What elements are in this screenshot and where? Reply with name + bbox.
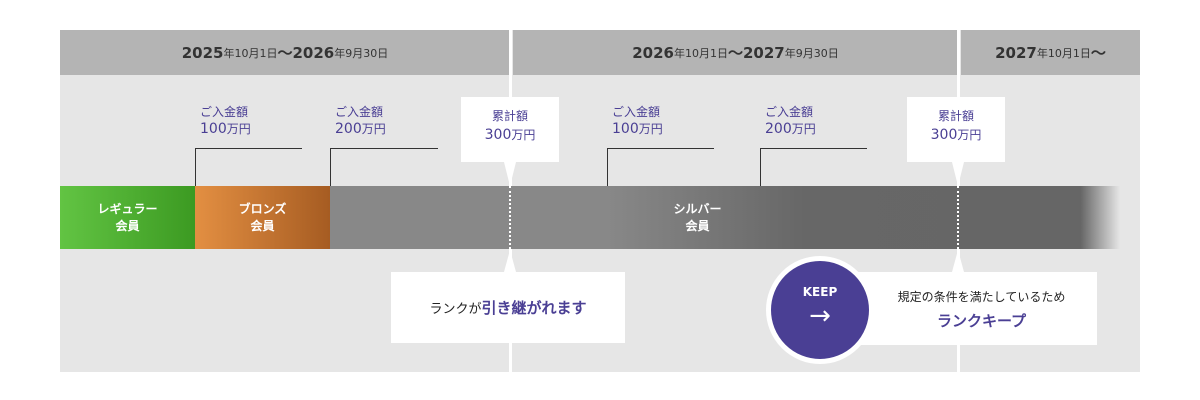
note-pointer: [504, 250, 516, 272]
deposit-amount: 200: [335, 121, 362, 137]
period-header-2: 2026 年10月1日〜 2027 年9月30日: [513, 30, 958, 75]
deposit-title: ご入金額: [765, 105, 814, 119]
date: 年10月1日: [223, 46, 278, 60]
note-text: ランクが: [429, 302, 482, 317]
date: 年9月30日: [784, 46, 839, 60]
deposit-bracket: [330, 148, 438, 186]
cumulative-amount: 300: [484, 127, 512, 143]
period-header-1: 2025 年10月1日〜 2026 年9月30日: [60, 30, 510, 75]
rank-change-marker: [957, 186, 959, 249]
period-header-3: 2027 年10月1日〜: [961, 30, 1140, 75]
rank-regular: レギュラー 会員: [60, 186, 195, 249]
deposit-title: ご入金額: [335, 105, 384, 119]
deposit-label: ご入金額 200万円: [335, 104, 386, 138]
date: 年9月30日: [334, 46, 389, 60]
deposit-unit: 万円: [638, 122, 663, 136]
callout-pointer: [504, 162, 516, 186]
deposit-amount: 200: [765, 121, 792, 137]
deposit-unit: 万円: [361, 122, 386, 136]
year: 2026: [292, 43, 335, 62]
rank-change-marker: [509, 186, 511, 249]
rank-suffix: 会員: [115, 218, 140, 233]
deposit-title: ご入金額: [612, 105, 661, 119]
note-highlight: 引き継がれます: [481, 299, 587, 317]
deposit-label: ご入金額 200万円: [765, 104, 816, 138]
cumulative-unit: 万円: [511, 128, 536, 142]
deposit-bracket: [760, 148, 867, 186]
keep-label: KEEP: [802, 285, 838, 299]
callout-pointer: [952, 162, 964, 186]
date: 年10月1日: [673, 46, 728, 60]
cumulative-amount: 300: [930, 127, 958, 143]
rank-keep-note: 規定の条件を満たしているため ランクキープ: [840, 272, 1097, 345]
note-highlight: ランクキープ: [936, 311, 1027, 330]
note-pointer: [952, 250, 964, 272]
year: 2026: [632, 43, 674, 62]
rank-name: レギュラー: [97, 201, 158, 216]
deposit-title: ご入金額: [200, 105, 249, 119]
rank-bronze: ブロンズ 会員: [195, 186, 330, 249]
cumulative-title: 累計額: [491, 109, 528, 123]
year: 2027: [995, 43, 1037, 62]
deposit-unit: 万円: [791, 122, 816, 136]
rank-suffix: 会員: [250, 218, 275, 233]
sep: 〜: [1090, 44, 1106, 62]
rank-inherit-note: ランクが 引き継がれます: [391, 272, 625, 343]
note-text: 規定の条件を満たしているため: [897, 289, 1066, 304]
deposit-label: ご入金額 100万円: [612, 104, 663, 138]
keep-badge: KEEP →: [766, 256, 874, 364]
rank-silver: シルバー 会員: [330, 186, 1120, 249]
cumulative-unit: 万円: [957, 128, 982, 142]
deposit-amount: 100: [200, 121, 227, 137]
deposit-bracket: [195, 148, 302, 186]
rank-suffix: 会員: [685, 218, 710, 233]
cumulative-callout: 累計額 300万円: [461, 97, 559, 162]
date: 年10月1日: [1036, 46, 1091, 60]
deposit-amount: 100: [612, 121, 639, 137]
cumulative-callout: 累計額 300万円: [907, 97, 1005, 162]
deposit-label: ご入金額 100万円: [200, 104, 251, 138]
deposit-unit: 万円: [226, 122, 251, 136]
year: 2027: [743, 43, 785, 62]
year: 2025: [181, 43, 224, 62]
sep: 〜: [277, 44, 293, 62]
deposit-bracket: [607, 148, 714, 186]
rank-name: ブロンズ: [238, 201, 287, 216]
rank-name: シルバー: [673, 201, 722, 216]
sep: 〜: [727, 44, 743, 62]
cumulative-title: 累計額: [937, 109, 974, 123]
arrow-right-icon: →: [809, 301, 831, 331]
